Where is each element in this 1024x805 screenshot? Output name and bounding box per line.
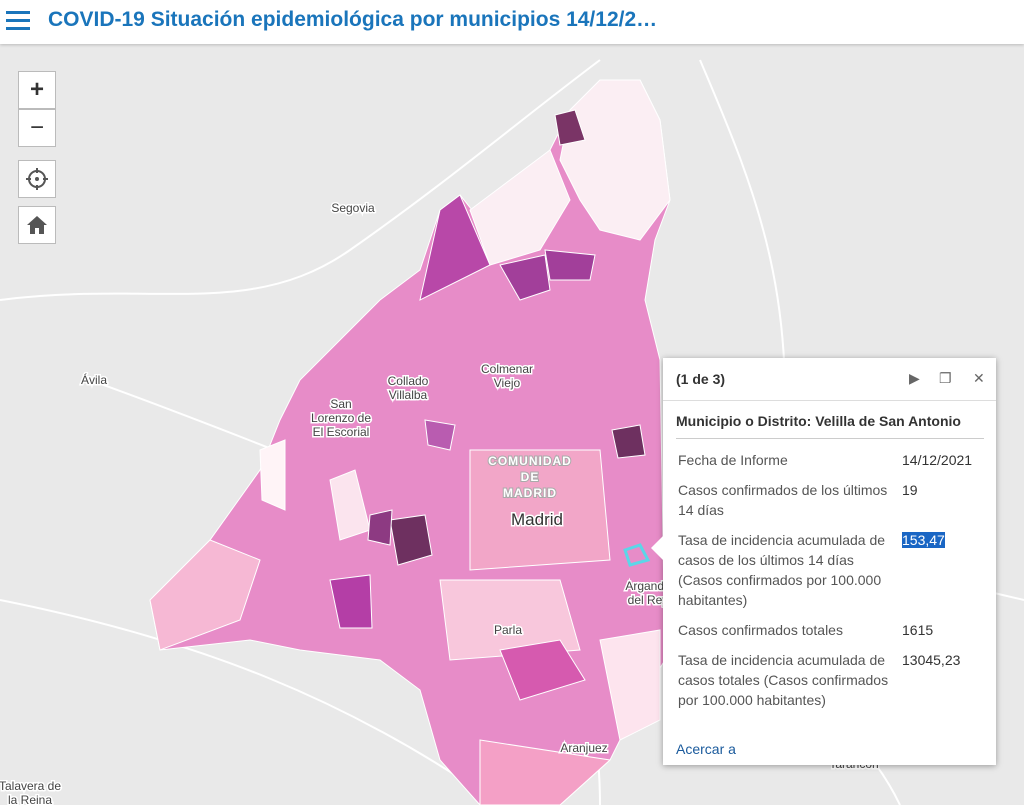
attribute-cell: 14/12/2021 (898, 448, 976, 478)
attribute-cell: 19 (898, 478, 976, 528)
place-label: Lorenzo de (311, 411, 371, 425)
place-label: San (330, 397, 351, 411)
place-label: Arganda (625, 579, 671, 593)
popup: (1 de 3) ▶ ❐ ✕ Municipio o Distrito: Vel… (651, 358, 996, 765)
attribute-value: 13045,23 (902, 652, 961, 668)
popup-counter: (1 de 3) (676, 371, 726, 387)
app-title: COVID-19 Situación epidemiológica por mu… (48, 8, 658, 31)
next-button[interactable]: ▶ (909, 370, 920, 386)
attribute-value: 153,47 (902, 532, 945, 548)
place-label: DE (521, 470, 540, 484)
home-button[interactable] (18, 206, 56, 244)
place-label: Segovia (331, 201, 375, 215)
place-label: la Reina (8, 793, 52, 805)
home-icon (27, 216, 47, 234)
place-label: COMUNIDAD (488, 454, 572, 468)
municipalities (149, 79, 671, 805)
attribute-label: Casos confirmados totales (678, 622, 843, 638)
attribute-cell: 1615 (898, 618, 976, 648)
attribute-row: Casos confirmados de los últimos 14 días… (674, 478, 976, 528)
place-label: Aranjuez (560, 741, 607, 755)
attribute-cell: 153,47 (898, 528, 976, 618)
place-label: Ávila (81, 372, 107, 387)
header: COVID-19 Situación epidemiológica por mu… (0, 0, 1024, 44)
attribute-label: Tasa de incidencia acumulada de casos de… (678, 532, 886, 608)
attribute-value: 14/12/2021 (902, 452, 973, 468)
place-label: Parla (494, 623, 522, 637)
attribute-row: Tasa de incidencia acumulada de casos to… (674, 648, 976, 718)
attribute-row: Fecha de Informe 14/12/2021 (674, 448, 976, 478)
attribute-label: Casos confirmados de los últimos 14 días (678, 482, 888, 518)
popup-title: Municipio o Distrito: Velilla de San Ant… (676, 413, 961, 429)
popup-pointer (651, 536, 663, 560)
place-label: El Escorial (313, 425, 370, 439)
attribute-row: Tasa de incidencia acumulada de casos de… (674, 528, 976, 618)
menu-button[interactable] (6, 11, 30, 31)
attribute-value: 1615 (902, 622, 934, 638)
place-label: Madrid (511, 510, 563, 529)
dock-button[interactable]: ❐ (939, 370, 952, 386)
place-label: del Rey (628, 593, 669, 607)
attribute-label: Tasa de incidencia acumulada de casos to… (678, 652, 889, 708)
divider (663, 400, 996, 401)
selected-municipality (623, 543, 651, 567)
attribute-label: Fecha de Informe (678, 452, 788, 468)
attribute-value: 19 (902, 482, 918, 498)
locate-button[interactable] (18, 160, 56, 198)
place-label: MADRID (503, 486, 557, 500)
attribute-cell: 13045,23 (898, 648, 976, 718)
locate-icon (26, 168, 48, 190)
place-label: Talavera de (0, 779, 61, 793)
zoom-in[interactable]: + (18, 71, 56, 109)
attribute-table: Fecha de Informe 14/12/2021 Casos confirma… (674, 448, 976, 718)
divider (676, 438, 984, 439)
place-label: Villalba (389, 388, 428, 402)
zoom-to-link[interactable]: Acercar a (676, 741, 736, 757)
zoom-out[interactable]: − (18, 109, 56, 147)
close-button[interactable]: ✕ (973, 370, 985, 386)
attribute-row: Casos confirmados totales 1615 (674, 618, 976, 648)
place-label: Viejo (494, 376, 521, 390)
place-label: Colmenar (481, 362, 533, 376)
place-label: Collado (388, 374, 429, 388)
